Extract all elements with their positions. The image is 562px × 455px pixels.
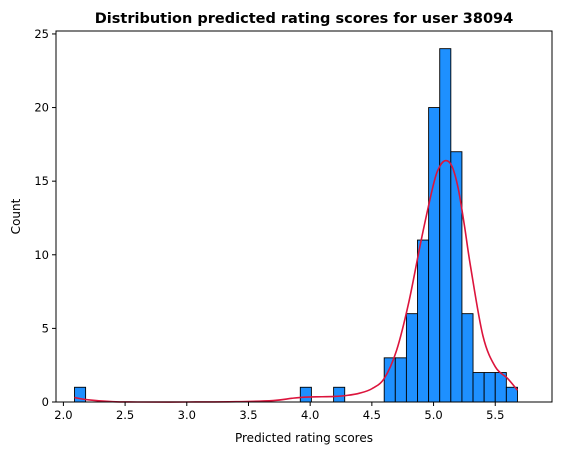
histogram-bars <box>74 48 518 403</box>
x-tick-label-3: 3.5 <box>239 408 257 422</box>
histogram-bar-3 <box>383 357 396 403</box>
y-tick-label-3: 15 <box>34 174 49 188</box>
y-tick-label-2: 10 <box>34 248 49 262</box>
y-axis-label: Count <box>9 198 23 234</box>
histogram-bar-2 <box>333 386 346 403</box>
x-tick-label-1: 2.5 <box>116 408 134 422</box>
x-tick-label-4: 4.0 <box>301 408 319 422</box>
x-tick-label-0: 2.0 <box>54 408 72 422</box>
x-tick-label-2: 3.0 <box>178 408 196 422</box>
histogram-bar-14 <box>505 386 518 403</box>
y-tick-label-5: 25 <box>34 27 49 41</box>
y-axis-ticks: 0 5 10 15 20 25 <box>34 27 56 409</box>
y-tick-label-1: 5 <box>42 321 49 335</box>
x-tick-label-7: 5.5 <box>486 408 504 422</box>
chart-title: Distribution predicted rating scores for… <box>95 11 513 27</box>
histogram-bar-7 <box>428 107 441 403</box>
histogram-bar-5 <box>405 313 418 403</box>
histogram-bar-8 <box>439 48 452 403</box>
histogram-bar-9 <box>450 151 463 403</box>
histogram-bar-6 <box>417 239 430 403</box>
histogram-bar-4 <box>394 357 407 403</box>
y-tick-label-4: 20 <box>34 101 49 115</box>
x-tick-label-6: 5.0 <box>424 408 442 422</box>
histogram-bar-1 <box>299 386 312 403</box>
histogram-bar-12 <box>483 372 496 403</box>
x-axis-label: Predicted rating scores <box>235 431 373 445</box>
y-tick-label-0: 0 <box>42 395 49 409</box>
histogram-bar-11 <box>472 372 485 403</box>
x-axis-ticks: 2.0 2.5 3.0 3.5 4.0 4.5 5.0 5.5 <box>54 402 504 422</box>
x-tick-label-5: 4.5 <box>363 408 381 422</box>
plot-frame <box>55 30 553 403</box>
histogram-bar-10 <box>461 313 474 403</box>
